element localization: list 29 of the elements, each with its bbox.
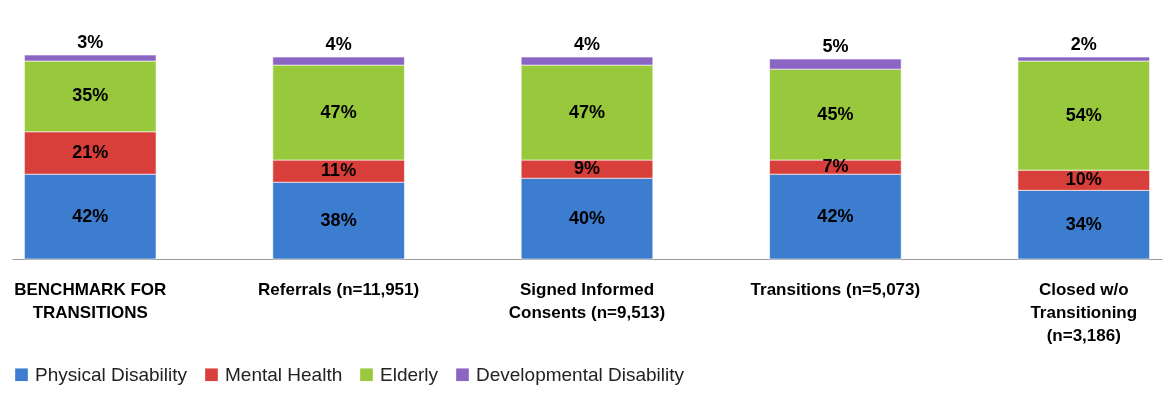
x-tick-label: Signed Informed Consents (n=9,513) <box>508 279 666 322</box>
data-label: 38% <box>320 209 357 230</box>
legend-label: Developmental Disability <box>476 363 685 385</box>
data-label: 10% <box>1065 169 1102 190</box>
data-label: 42% <box>72 205 109 226</box>
data-label: 21% <box>72 141 109 162</box>
legend-label: Elderly <box>380 363 439 385</box>
x-tick-label: BENCHMARK FOR TRANSITIONS <box>14 279 167 322</box>
x-tick-label: Closed w/o Transitioning (n=3,186) <box>1030 279 1138 345</box>
data-label: 9% <box>573 158 601 179</box>
x-tick-label: Transitions (n=5,073) <box>750 279 921 299</box>
legend-label: Physical Disability <box>35 363 188 385</box>
data-label: 5% <box>822 36 849 57</box>
data-label: 4% <box>573 34 601 55</box>
legend-label: Mental Health <box>225 363 343 385</box>
data-label: 35% <box>72 85 109 106</box>
data-label: 45% <box>817 103 854 124</box>
data-label: 11% <box>321 160 357 181</box>
data-label: 7% <box>822 156 849 177</box>
data-label: 3% <box>77 32 104 52</box>
data-label: 4% <box>325 34 352 55</box>
x-tick-label: Referrals (n=11,951) <box>258 279 420 299</box>
data-label: 34% <box>1065 213 1102 234</box>
data-label: 47% <box>320 101 357 122</box>
data-label: 47% <box>568 101 606 122</box>
data-label: 2% <box>1070 34 1097 55</box>
data-label: 42% <box>817 205 854 226</box>
data-label: 54% <box>1065 104 1102 125</box>
data-label: 40% <box>568 207 606 228</box>
